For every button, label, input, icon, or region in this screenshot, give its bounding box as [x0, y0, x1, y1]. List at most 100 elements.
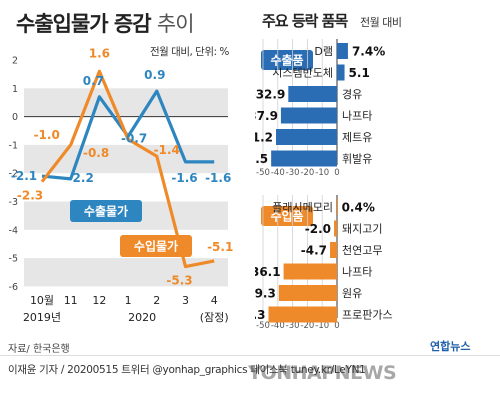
data-label: -32.9	[255, 88, 285, 102]
bar	[337, 199, 338, 215]
x-tick-label: -50	[256, 168, 270, 178]
x-tick-label: 4	[211, 294, 218, 307]
data-label: -4.7	[301, 244, 327, 258]
y-tick-label: 1	[12, 84, 18, 95]
section-tag	[261, 50, 313, 70]
x-sublabel: 2019년	[23, 311, 61, 324]
x-tick-label: 12	[92, 294, 106, 307]
chart-title: 수출입물가 증감 추이	[16, 12, 195, 36]
y-tick-label: -5	[9, 254, 18, 265]
data-label: 0.9	[144, 68, 165, 82]
data-label: 0.4%	[342, 201, 375, 215]
category-label: 플래시메모리	[272, 201, 333, 214]
y-tick-label: 0	[12, 112, 18, 123]
data-label: -46.3	[255, 308, 265, 322]
data-label: -2.3	[17, 189, 43, 203]
source-note: 자료/ 한국은행	[8, 344, 70, 355]
x-tick-label: 0	[334, 168, 339, 178]
legend-tag	[120, 235, 192, 257]
y-tick-label: -1	[9, 140, 18, 151]
bar	[337, 43, 348, 59]
category-label: 돼지고기	[342, 223, 382, 236]
x-tick-label: -10	[315, 168, 329, 178]
right-panel-title: 주요 등락 품목	[262, 12, 348, 30]
right-panel-subtitle: 전월 대비	[360, 16, 402, 29]
section-label: 수출품	[270, 53, 303, 68]
section-label: 수입품	[270, 210, 303, 224]
data-label: -5.1	[207, 240, 233, 254]
legend-label: 수출물가	[84, 204, 128, 219]
x-tick-label: -10	[315, 321, 329, 331]
data-label: -1.0	[34, 128, 60, 142]
category-label: 나프타	[342, 110, 372, 123]
bar	[278, 285, 337, 301]
bar-chart: 수출품-50-40-30-20-1007.4%D램5.1시스템반도체-32.9경…	[255, 39, 393, 331]
data-label: -36.1	[255, 265, 281, 279]
bar	[330, 242, 337, 258]
y-tick-label: 2	[12, 56, 18, 67]
data-label: -39.3	[255, 287, 276, 301]
x-tick-label: -20	[300, 321, 314, 331]
data-label: -1.6	[205, 171, 231, 185]
data-label: -2.0	[305, 222, 331, 236]
grid-band	[24, 144, 228, 174]
legend-tag	[70, 200, 142, 222]
data-label: -0.7	[121, 131, 147, 145]
category-label: 휘발유	[342, 153, 372, 166]
bar	[337, 64, 345, 81]
x-tick-label: -40	[271, 168, 285, 178]
category-label: D램	[314, 45, 333, 58]
grid-band	[24, 258, 228, 287]
data-label: -5.3	[166, 274, 192, 288]
bar	[334, 220, 337, 237]
bar	[283, 263, 337, 280]
category-label: 천연고무	[342, 243, 382, 257]
grid-band	[24, 88, 228, 117]
bar	[288, 86, 337, 102]
data-label: -2.2	[68, 171, 94, 185]
y-tick-label: -6	[9, 282, 18, 293]
x-tick-label: -40	[271, 321, 285, 331]
data-label: 0.7	[83, 74, 104, 88]
x-tick-label: -30	[286, 321, 300, 331]
bar	[280, 107, 337, 124]
x-tick-label: 2	[153, 294, 160, 307]
series-line	[40, 69, 215, 269]
legend-label: 수입물가	[134, 239, 178, 254]
category-label: 시스템반도체	[272, 67, 333, 80]
x-tick-label: 10월	[30, 294, 54, 307]
category-label: 프로판가스	[342, 309, 393, 322]
data-label: 7.4%	[352, 45, 385, 59]
byline: 이재윤 기자 / 20200515 트위터 @yonhap_graphics 페…	[8, 364, 366, 376]
data-label: -1.4	[154, 143, 180, 157]
y-tick-label: -3	[9, 197, 18, 208]
data-label: 1.6	[89, 46, 110, 60]
x-sublabel: 2020	[128, 311, 156, 324]
data-label: -44.5	[255, 152, 268, 166]
y-tick-label: -2	[9, 169, 18, 180]
data-label: 5.1	[349, 66, 370, 80]
data-label: -2.1	[11, 169, 37, 183]
x-tick-label: 1	[125, 294, 132, 307]
category-label: 나프타	[342, 266, 372, 279]
x-tick-label: 3	[182, 294, 189, 307]
x-tick-label: -30	[286, 168, 300, 178]
bar	[268, 306, 337, 323]
x-sublabel: (잠정)	[200, 311, 229, 324]
data-label: -0.8	[83, 146, 109, 160]
x-tick-label: -50	[256, 321, 270, 331]
unit-note: 전월 대비, 단위: %	[150, 46, 229, 58]
agency-logo: 연합뉴스	[430, 340, 471, 353]
x-tick-label: 11	[64, 294, 78, 307]
x-tick-label: -20	[300, 168, 314, 178]
category-label: 경유	[342, 88, 362, 101]
bar	[276, 129, 337, 145]
data-label: -37.9	[255, 109, 278, 123]
category-label: 원유	[342, 287, 362, 300]
section-tag	[261, 206, 313, 226]
watermark: YONHAPNEWS	[248, 362, 397, 384]
data-label: -41.2	[255, 131, 273, 145]
data-label: -1.6	[171, 171, 197, 185]
x-tick-label: 0	[334, 321, 339, 331]
